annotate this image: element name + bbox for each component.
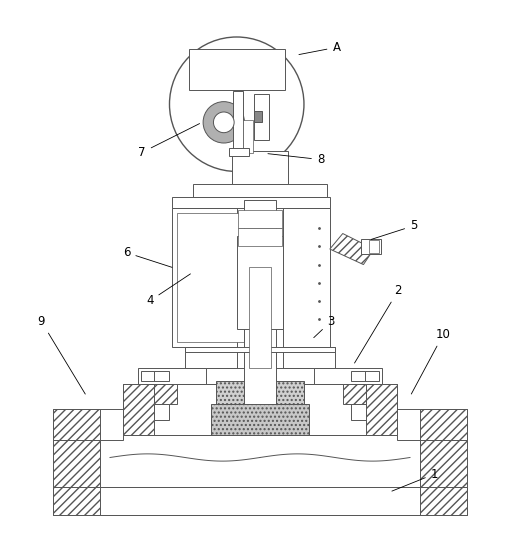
Text: 5: 5	[371, 219, 418, 239]
Circle shape	[170, 37, 304, 171]
Bar	[100, 435, 420, 487]
Text: 8: 8	[268, 153, 324, 166]
Polygon shape	[123, 384, 154, 435]
Polygon shape	[397, 410, 467, 441]
Polygon shape	[53, 410, 100, 441]
Polygon shape	[185, 347, 335, 368]
Bar	[249, 267, 271, 368]
Bar	[237, 200, 283, 435]
Bar	[238, 210, 282, 228]
Polygon shape	[420, 487, 467, 516]
Bar	[154, 371, 169, 381]
Bar	[140, 371, 155, 381]
Text: 3: 3	[314, 315, 334, 337]
Circle shape	[203, 102, 244, 143]
Polygon shape	[53, 410, 123, 441]
Polygon shape	[172, 208, 255, 347]
Polygon shape	[53, 487, 467, 516]
Polygon shape	[211, 404, 309, 435]
Bar	[229, 148, 249, 156]
Bar	[369, 240, 379, 253]
Bar	[197, 56, 277, 81]
Bar	[244, 200, 276, 435]
Polygon shape	[206, 368, 314, 384]
Text: 1: 1	[392, 467, 438, 491]
Bar	[254, 94, 269, 140]
Text: 4: 4	[146, 274, 190, 307]
Text: 6: 6	[123, 246, 172, 268]
Polygon shape	[255, 208, 330, 347]
Text: 7: 7	[138, 124, 200, 159]
Text: 10: 10	[411, 328, 451, 394]
Bar	[351, 371, 366, 381]
Polygon shape	[330, 234, 374, 265]
Bar	[53, 487, 467, 516]
Polygon shape	[53, 487, 100, 516]
Bar	[365, 371, 380, 381]
Polygon shape	[366, 384, 397, 435]
Text: A: A	[299, 41, 341, 54]
Polygon shape	[185, 347, 335, 352]
Polygon shape	[350, 404, 366, 420]
Bar	[361, 239, 381, 254]
Bar	[231, 151, 289, 184]
Polygon shape	[154, 384, 177, 404]
Polygon shape	[172, 198, 330, 208]
Polygon shape	[193, 184, 327, 198]
Polygon shape	[343, 384, 366, 404]
Bar	[254, 111, 262, 122]
Polygon shape	[216, 381, 304, 404]
Polygon shape	[154, 404, 170, 420]
Bar	[189, 49, 285, 90]
Polygon shape	[138, 368, 382, 384]
Bar	[238, 228, 282, 246]
Polygon shape	[420, 435, 467, 487]
Bar	[243, 120, 253, 153]
Polygon shape	[123, 384, 397, 435]
Circle shape	[213, 112, 234, 133]
Bar	[177, 213, 244, 342]
Text: 9: 9	[37, 315, 85, 394]
Polygon shape	[53, 435, 100, 487]
Text: 2: 2	[355, 284, 402, 363]
Polygon shape	[420, 410, 467, 441]
Bar	[237, 236, 283, 329]
Bar	[233, 92, 243, 151]
